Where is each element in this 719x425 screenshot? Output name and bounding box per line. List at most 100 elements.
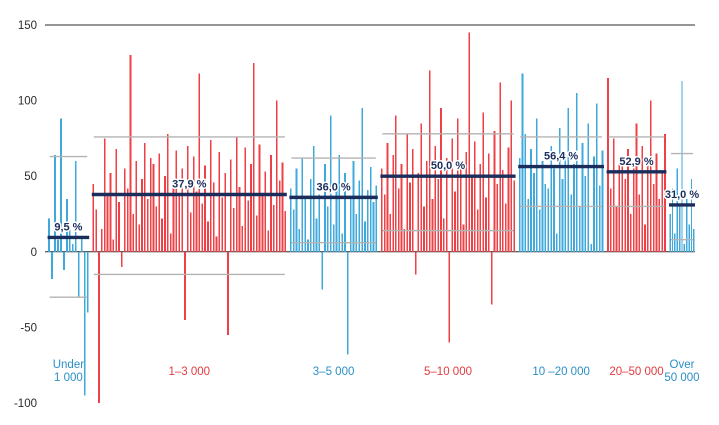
municipality-bar — [485, 197, 487, 252]
municipality-bar — [295, 168, 298, 252]
municipality-bar — [187, 145, 189, 252]
municipality-bar — [414, 251, 417, 275]
category-label-1: Under 1 000 — [53, 359, 84, 384]
municipality-bar — [473, 141, 476, 252]
municipality-bar — [395, 115, 397, 252]
municipality-bar — [669, 214, 671, 252]
municipality-bar — [686, 198, 688, 252]
municipality-bar — [66, 198, 68, 252]
municipality-bar — [661, 173, 663, 252]
municipality-bar — [221, 197, 224, 252]
municipality-bar — [578, 206, 581, 252]
municipality-bar — [513, 180, 515, 252]
y-tick-label: 50 — [24, 171, 37, 183]
municipality-bar — [195, 191, 198, 252]
municipality-bar — [358, 180, 361, 252]
municipality-bar — [192, 156, 195, 252]
municipality-bar — [671, 188, 674, 252]
municipality-bar — [521, 73, 524, 252]
municipality-bar — [423, 206, 425, 252]
municipality-bar — [471, 176, 473, 252]
municipality-bar — [201, 203, 204, 252]
municipality-bar — [369, 167, 372, 252]
municipality-bar — [409, 182, 411, 252]
municipality-bar — [493, 130, 496, 252]
municipality-bar — [459, 168, 462, 252]
municipality-bar — [612, 138, 615, 252]
category-label-5: 10 –20 000 — [532, 366, 590, 378]
municipality-bar — [581, 142, 584, 252]
municipality-bar — [189, 212, 192, 252]
category-label-2: 1–3 000 — [169, 366, 211, 378]
municipality-bar — [261, 192, 264, 252]
municipality-bar — [109, 173, 112, 252]
municipality-bar — [530, 148, 532, 252]
municipality-bar — [138, 224, 140, 252]
municipality-bar — [309, 179, 312, 252]
municipality-bar — [72, 244, 74, 252]
municipality-bar — [324, 164, 326, 252]
municipality-bar — [454, 191, 456, 252]
municipality-bar — [400, 164, 403, 252]
municipality-bar — [488, 153, 490, 252]
municipality-bar — [267, 230, 269, 252]
municipality-bar — [60, 118, 62, 252]
municipality-bar — [252, 62, 255, 252]
category-label-7: Over 50 000 — [664, 359, 699, 384]
municipality-bar — [63, 251, 65, 270]
municipality-bar — [321, 251, 324, 290]
municipality-bar — [426, 161, 428, 252]
mean-percentage-label: 52,9 % — [619, 156, 653, 168]
municipality-bar — [448, 251, 451, 343]
municipality-bar — [241, 226, 244, 252]
municipality-bar — [232, 207, 235, 252]
municipality-bar — [386, 142, 389, 252]
mean-percentage-label: 37,9 % — [172, 178, 206, 190]
municipality-bar — [149, 158, 152, 252]
municipality-bar — [51, 251, 53, 280]
municipality-bar — [307, 239, 309, 252]
municipality-bar — [635, 123, 638, 252]
mean-percentage-label: 56,4 % — [544, 151, 578, 163]
municipality-bar — [335, 183, 338, 252]
municipality-bar — [445, 158, 448, 252]
municipality-bar — [215, 236, 218, 252]
municipality-bar — [172, 185, 175, 252]
municipality-bar — [301, 158, 304, 252]
municipality-bar — [638, 194, 641, 252]
municipality-bar — [198, 73, 201, 252]
municipality-bar — [355, 214, 358, 252]
municipality-bar — [152, 164, 155, 252]
municipality-bar — [112, 239, 115, 252]
municipality-bar — [278, 180, 281, 252]
municipality-bar — [431, 198, 434, 252]
municipality-bar — [601, 150, 604, 252]
municipality-bar — [658, 198, 661, 252]
category-label-6: 20–50 000 — [609, 366, 663, 378]
municipality-bar — [155, 206, 158, 252]
municipality-bar — [573, 164, 575, 252]
municipality-bar — [281, 162, 284, 252]
y-tick-label: 150 — [18, 20, 37, 32]
municipality-bar — [558, 127, 561, 252]
municipality-bar — [77, 251, 80, 298]
municipality-bar — [590, 244, 592, 252]
municipality-bar — [327, 206, 329, 252]
municipality-bar — [533, 173, 535, 252]
municipality-bar — [184, 251, 186, 320]
municipality-bar — [607, 77, 609, 252]
municipality-bar — [250, 164, 252, 252]
municipality-bar — [126, 188, 129, 252]
municipality-bar — [442, 218, 445, 252]
municipality-bar — [349, 197, 352, 252]
municipality-bar — [644, 224, 646, 252]
municipality-bar — [48, 218, 50, 252]
municipality-bar — [624, 179, 626, 252]
municipality-bar — [86, 251, 89, 313]
municipality-bar — [618, 158, 621, 252]
municipality-bar — [688, 224, 690, 252]
municipality-bar — [375, 185, 378, 252]
municipality-bar — [224, 173, 226, 252]
y-tick-label: -50 — [20, 322, 37, 334]
municipality-bar — [451, 138, 454, 252]
